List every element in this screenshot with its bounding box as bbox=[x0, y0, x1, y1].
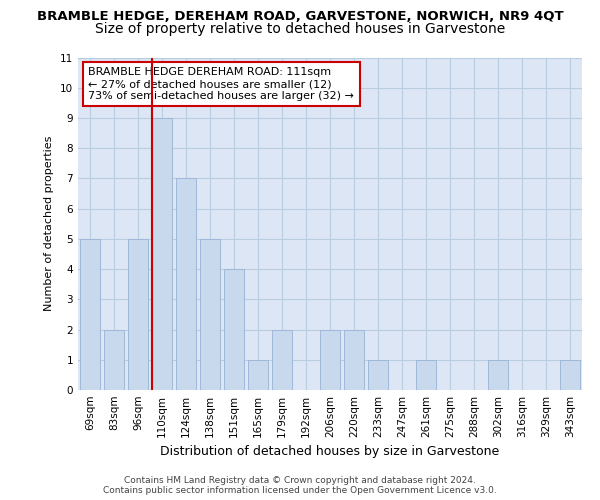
Bar bbox=[320, 330, 340, 390]
Y-axis label: Number of detached properties: Number of detached properties bbox=[44, 136, 55, 312]
Bar bbox=[488, 360, 508, 390]
X-axis label: Distribution of detached houses by size in Garvestone: Distribution of detached houses by size … bbox=[160, 446, 500, 458]
Bar bbox=[128, 239, 148, 390]
Text: BRAMBLE HEDGE DEREHAM ROAD: 111sqm
← 27% of detached houses are smaller (12)
73%: BRAMBLE HEDGE DEREHAM ROAD: 111sqm ← 27%… bbox=[88, 68, 354, 100]
Bar bbox=[560, 360, 580, 390]
Bar bbox=[416, 360, 436, 390]
Bar bbox=[152, 118, 172, 390]
Text: Size of property relative to detached houses in Garvestone: Size of property relative to detached ho… bbox=[95, 22, 505, 36]
Bar bbox=[344, 330, 364, 390]
Bar bbox=[200, 239, 220, 390]
Text: Contains HM Land Registry data © Crown copyright and database right 2024.
Contai: Contains HM Land Registry data © Crown c… bbox=[103, 476, 497, 495]
Bar bbox=[224, 269, 244, 390]
Bar bbox=[368, 360, 388, 390]
Bar bbox=[104, 330, 124, 390]
Bar bbox=[272, 330, 292, 390]
Bar bbox=[176, 178, 196, 390]
Bar bbox=[248, 360, 268, 390]
Text: BRAMBLE HEDGE, DEREHAM ROAD, GARVESTONE, NORWICH, NR9 4QT: BRAMBLE HEDGE, DEREHAM ROAD, GARVESTONE,… bbox=[37, 10, 563, 23]
Bar bbox=[80, 239, 100, 390]
